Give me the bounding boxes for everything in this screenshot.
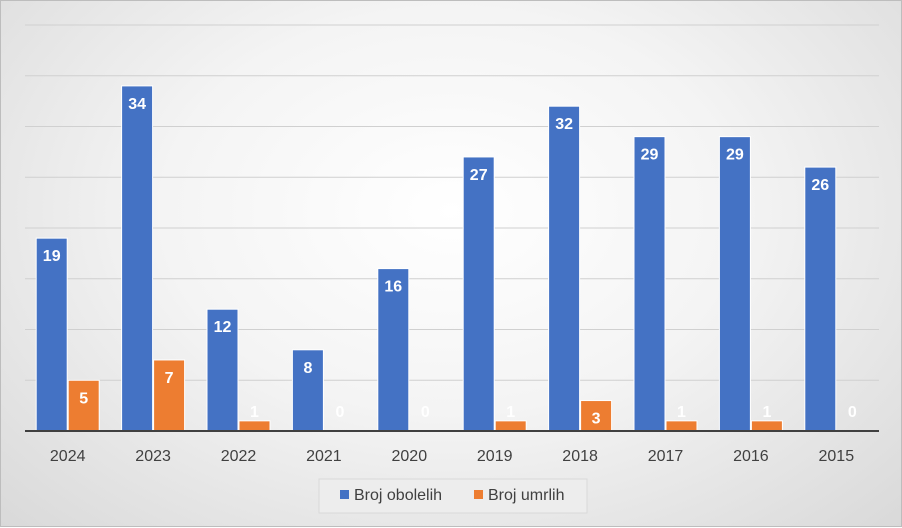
data-label: 5 [79,390,88,407]
data-label: 1 [506,404,515,421]
bar [291,349,324,432]
x-tick-label: 2022 [221,448,257,465]
legend-box [318,478,588,514]
data-label: 19 [43,248,61,265]
bar [377,268,410,432]
bar [548,105,581,432]
bar [804,166,837,432]
bar [462,156,495,432]
data-label: 0 [421,404,430,421]
x-tick-label: 2020 [392,448,428,465]
data-label: 8 [303,360,312,377]
x-tick-label: 2024 [50,448,86,465]
data-label: 27 [470,167,488,184]
x-tick-label: 2016 [733,448,769,465]
x-tick-label: 2023 [135,448,171,465]
legend-label: Broj umrlih [488,487,564,504]
data-label: 32 [555,116,573,133]
bar [206,308,239,432]
data-label: 0 [335,404,344,421]
data-label: 1 [677,404,686,421]
bar [580,400,613,432]
x-tick-label: 2021 [306,448,342,465]
data-label: 1 [250,404,259,421]
data-label: 34 [128,96,146,113]
data-label: 7 [165,370,174,387]
x-tick-label: 2015 [819,448,855,465]
x-tick-label: 2018 [562,448,598,465]
data-label: 29 [641,147,659,164]
bar [121,85,154,432]
bar [67,379,100,432]
bar [238,420,271,432]
bar [665,420,698,432]
legend-swatch [340,490,349,499]
bar [718,136,751,432]
x-tick-label: 2017 [648,448,684,465]
bar [494,420,527,432]
legend-label: Broj obolelih [354,487,442,504]
bar [633,136,666,432]
data-label: 12 [214,319,232,336]
bar [35,237,68,432]
data-label: 0 [848,404,857,421]
data-label: 1 [762,404,771,421]
bar [750,420,783,432]
data-label: 29 [726,147,744,164]
data-label: 3 [592,411,601,428]
x-tick-label: 2019 [477,448,513,465]
data-label: 16 [384,279,402,296]
legend-swatch [474,490,483,499]
data-label: 26 [811,177,829,194]
